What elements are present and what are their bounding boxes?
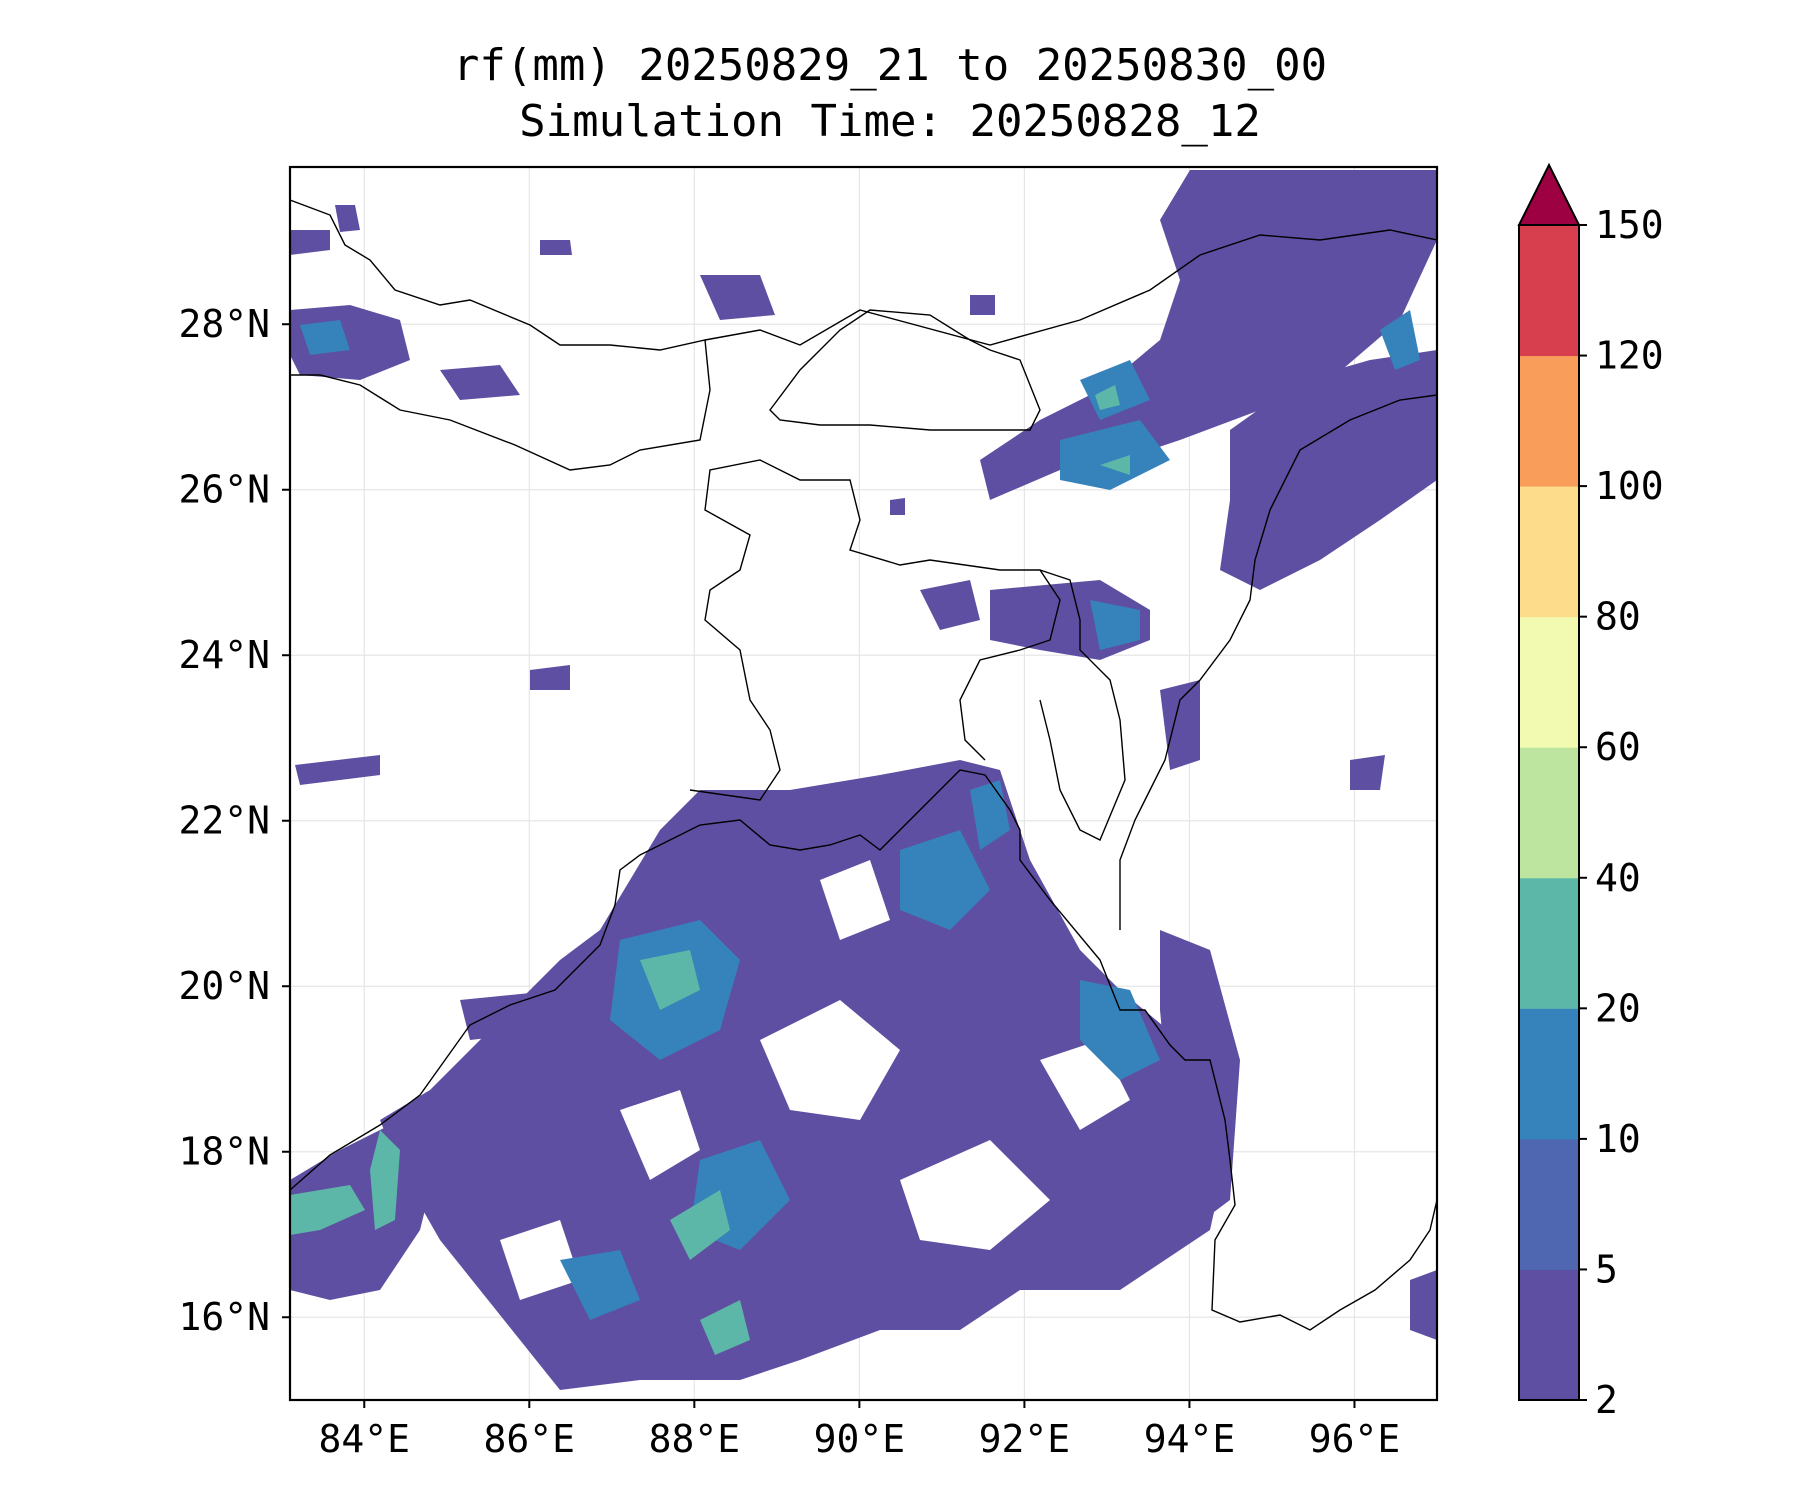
- lat-tick-label: 16°N: [178, 1295, 270, 1339]
- rainfall-region: [460, 990, 560, 1040]
- rainfall-region: [530, 665, 570, 690]
- rainfall-region: [290, 230, 330, 255]
- rainfall-region: [640, 950, 700, 1010]
- lon-tick-label: 86°E: [484, 1417, 576, 1461]
- rainfall-field: [290, 170, 1437, 1390]
- rainfall-region: [700, 1300, 750, 1355]
- rainfall-region: [1100, 455, 1130, 475]
- colorbar-frame: [1518, 224, 1580, 1401]
- rainfall-region: [1380, 310, 1420, 370]
- colorbar-tick-label: 60: [1595, 725, 1641, 769]
- colorbar-segment: [1519, 877, 1579, 1009]
- colorbar-tick-label: 100: [1595, 464, 1664, 508]
- rainfall-region: [670, 1190, 730, 1260]
- rainfall-region: [300, 320, 350, 355]
- rainfall-region: [295, 755, 380, 785]
- colorbar-segment: [1519, 225, 1579, 357]
- longitude-axis: 84°E 86°E 88°E 90°E 92°E 94°E 96°E: [319, 1400, 1401, 1461]
- colorbar-tick-label: 20: [1595, 986, 1641, 1030]
- rainfall-region: [700, 275, 775, 320]
- china-border: [704, 229, 1437, 346]
- rainfall-region: [980, 170, 1437, 500]
- rainfall-region: [1095, 385, 1120, 410]
- country-boundaries: [290, 199, 1437, 1331]
- rainfall-region: [1160, 930, 1240, 1230]
- rainfall-region: [540, 240, 572, 255]
- map-frame: [288, 165, 1439, 1402]
- rainfall-region: [1080, 980, 1160, 1080]
- colorbar-segment: [1519, 616, 1579, 748]
- colorbar-extend-arrow: [1517, 162, 1581, 226]
- rainfall-region: [970, 295, 995, 315]
- rainfall-region: [890, 498, 905, 515]
- mizoram-border: [1039, 569, 1126, 841]
- coastline: [290, 769, 1437, 1331]
- rainfall-region: [1160, 680, 1200, 770]
- colorbar-tick-label: 2: [1595, 1378, 1618, 1422]
- lat-tick-label: 28°N: [178, 302, 270, 346]
- lon-tick-label: 90°E: [814, 1417, 906, 1461]
- colorbar-segment: [1519, 1269, 1579, 1401]
- rainfall-gap: [900, 1140, 1050, 1250]
- colorbar-segment: [1519, 1008, 1579, 1140]
- rainfall-region: [1060, 420, 1170, 490]
- chart-title-line-2: Simulation Time: 20250828_12: [519, 96, 1261, 147]
- lon-tick-label: 84°E: [319, 1417, 411, 1461]
- latitude-axis: 16°N 18°N 20°N 22°N 24°N 26°N 28°N: [178, 302, 290, 1339]
- colorbar-segment: [1519, 747, 1579, 879]
- rainfall-region: [1350, 755, 1385, 790]
- rainfall-region: [560, 1250, 640, 1320]
- rainfall-region: [1090, 600, 1140, 650]
- lon-tick-label: 94°E: [1144, 1417, 1236, 1461]
- rainfall-region: [1220, 350, 1437, 590]
- rainfall-region: [440, 365, 520, 400]
- lon-tick-label: 88°E: [649, 1417, 741, 1461]
- lat-tick-label: 18°N: [178, 1130, 270, 1174]
- india-bangladesh-border: [689, 459, 1061, 801]
- rainfall-region: [1410, 1270, 1437, 1340]
- bhutan-border: [769, 309, 1041, 431]
- rainfall-gap: [500, 1220, 580, 1300]
- lat-tick-label: 22°N: [178, 799, 270, 843]
- lat-tick-label: 24°N: [178, 633, 270, 677]
- colorbar-segment: [1519, 355, 1579, 487]
- colorbar-segment: [1519, 1138, 1579, 1270]
- rainfall-region: [290, 1185, 365, 1235]
- colorbar-tick-label: 10: [1595, 1117, 1641, 1161]
- colorbar-segment: [1519, 486, 1579, 618]
- rainfall-gap: [620, 1090, 700, 1180]
- lon-tick-label: 96°E: [1309, 1417, 1401, 1461]
- colorbar-tick-label: 80: [1595, 595, 1641, 639]
- rainfall-region: [370, 1130, 400, 1230]
- colorbar-tick-label: 150: [1595, 203, 1664, 247]
- rainfall-region: [920, 580, 980, 630]
- rainfall-gap: [820, 860, 890, 940]
- rainfall-region: [970, 780, 1010, 850]
- lat-tick-label: 26°N: [178, 468, 270, 512]
- colorbar: 2 5 10 20 40 60 80 100 120 150: [1517, 162, 1664, 1422]
- rainfall-gap: [760, 1000, 900, 1120]
- colorbar-tick-label: 120: [1595, 334, 1664, 378]
- rainfall-region: [900, 830, 990, 930]
- colorbar-tick-label: 40: [1595, 856, 1641, 900]
- rainfall-region: [335, 205, 360, 232]
- chart-title-line-1: rf(mm) 20250829_21 to 20250830_00: [452, 40, 1328, 91]
- lon-tick-label: 92°E: [979, 1417, 1071, 1461]
- myanmar-border: [1119, 394, 1437, 930]
- lat-tick-label: 20°N: [178, 964, 270, 1008]
- colorbar-tick-label: 5: [1595, 1247, 1618, 1291]
